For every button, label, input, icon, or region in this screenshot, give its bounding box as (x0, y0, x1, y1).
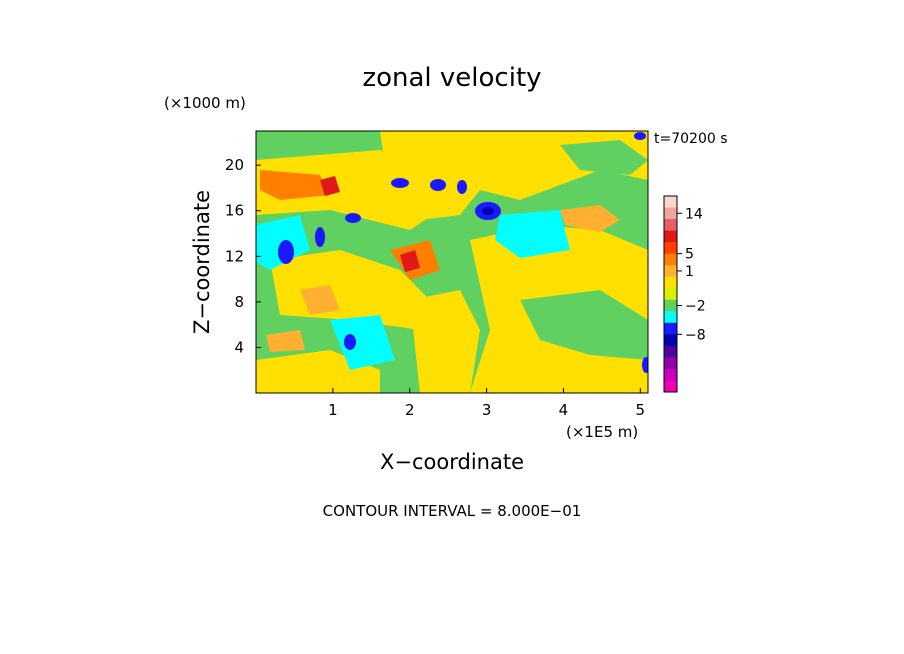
z-tick-label: 8 (234, 293, 244, 311)
colorbar-label: −8 (685, 327, 706, 343)
colorbar-swatch (664, 345, 677, 358)
x-tick-label: 2 (405, 401, 415, 419)
colorbar-swatch (664, 334, 677, 347)
colorbar-swatch (664, 311, 677, 324)
colorbar-swatch (664, 219, 677, 231)
colorbar-swatch (664, 357, 677, 370)
colorbar-swatch (664, 207, 677, 220)
x-tick-label: 4 (559, 401, 569, 419)
colorbar-swatch (664, 265, 677, 278)
time-label: t=70200 s (654, 131, 728, 147)
colorbar-label: 14 (685, 206, 703, 222)
colorbar-swatch (664, 368, 677, 381)
colorbar-frame (663, 195, 678, 393)
contour-field (256, 131, 648, 393)
contour-interval-note: CONTOUR INTERVAL = 8.000E−01 (323, 502, 582, 520)
chart-title: zonal velocity (362, 63, 541, 93)
x-tick-label: 3 (482, 401, 492, 419)
colorbar-swatch (664, 196, 677, 208)
colorbar-swatch (664, 288, 677, 301)
z-axis-label: Z−coordinate (190, 190, 214, 334)
colorbar-label: 5 (685, 247, 694, 263)
colorbar-swatch (664, 242, 677, 255)
z-tick-label: 12 (225, 247, 244, 265)
colorbar-swatch (664, 230, 677, 243)
colorbar-swatch (664, 276, 677, 289)
z-tick-label: 4 (234, 338, 244, 356)
colorbar-swatch (664, 380, 677, 393)
x-tick-label: 1 (328, 401, 338, 419)
z-tick-label: 20 (225, 156, 244, 174)
x-unit-label: (×1E5 m) (566, 423, 638, 441)
colorbar (663, 195, 678, 393)
colorbar-swatch (664, 299, 677, 312)
colorbar-swatch (664, 253, 677, 266)
colorbar-swatch (664, 322, 677, 335)
x-axis-label: X−coordinate (380, 450, 524, 474)
plot-frame (255, 130, 649, 394)
colorbar-label: −2 (685, 299, 706, 315)
x-tick-label: 5 (636, 401, 646, 419)
colorbar-label: 1 (685, 264, 694, 280)
z-tick-label: 16 (225, 202, 244, 220)
z-unit-label: (×1000 m) (164, 94, 246, 112)
